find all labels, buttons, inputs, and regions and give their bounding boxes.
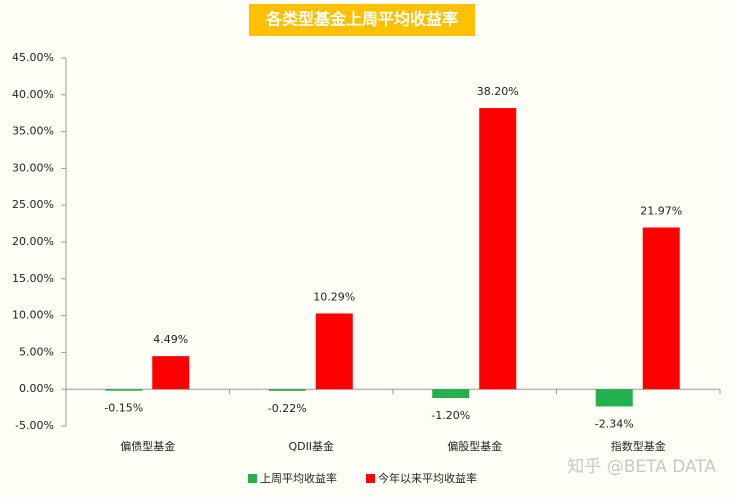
data-label: 21.97% (640, 205, 682, 218)
y-tick-label: 20.00% (12, 235, 54, 248)
x-tick-label: 偏债型基金 (120, 439, 175, 453)
data-label: 4.49% (153, 333, 188, 346)
legend-swatch (248, 474, 257, 483)
y-tick-label: -5.00% (15, 419, 54, 432)
bar (432, 389, 470, 399)
bar (315, 313, 353, 390)
bar (105, 389, 143, 391)
bar (595, 389, 633, 407)
data-label: -2.34% (595, 417, 634, 430)
legend-swatch (366, 474, 375, 483)
x-tick-label: QDII基金 (288, 439, 334, 453)
x-tick-label: 指数型基金 (611, 439, 666, 453)
y-tick-label: 35.00% (12, 125, 54, 138)
data-label: -0.22% (268, 402, 307, 415)
y-tick-label: 0.00% (19, 382, 54, 395)
title-box (249, 4, 475, 36)
y-tick-label: 15.00% (12, 272, 54, 285)
bar (479, 108, 517, 390)
bar (268, 389, 306, 391)
x-tick-label: 偏股型基金 (447, 439, 502, 453)
y-tick-label: 40.00% (12, 88, 54, 101)
data-label: 38.20% (477, 85, 519, 98)
y-tick-label: 5.00% (19, 345, 54, 358)
bar (642, 227, 680, 390)
legend-label: 今年以来平均收益率 (378, 471, 477, 485)
bar (152, 356, 190, 390)
y-tick-label: 25.00% (12, 198, 54, 211)
data-label: 10.29% (313, 290, 355, 303)
chart-title: 各类型基金上周平均收益率 (265, 10, 458, 29)
data-label: -0.15% (104, 401, 143, 414)
y-tick-label: 10.00% (12, 309, 54, 322)
y-tick-label: 45.00% (12, 51, 54, 64)
watermark: 知乎 @BETA DATA (567, 457, 716, 477)
y-tick-label: 30.00% (12, 161, 54, 174)
data-label: -1.20% (431, 409, 470, 422)
legend-label: 上周平均收益率 (260, 471, 337, 485)
